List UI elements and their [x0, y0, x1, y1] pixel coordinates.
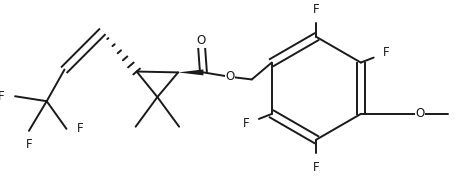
- Text: F: F: [383, 46, 390, 59]
- Text: F: F: [26, 138, 32, 151]
- Polygon shape: [178, 69, 204, 75]
- Text: F: F: [0, 90, 5, 103]
- Text: F: F: [313, 3, 320, 16]
- Text: F: F: [313, 161, 320, 174]
- Text: O: O: [197, 34, 206, 47]
- Text: O: O: [416, 108, 425, 121]
- Text: O: O: [226, 70, 235, 83]
- Text: F: F: [77, 122, 83, 135]
- Text: F: F: [243, 117, 249, 130]
